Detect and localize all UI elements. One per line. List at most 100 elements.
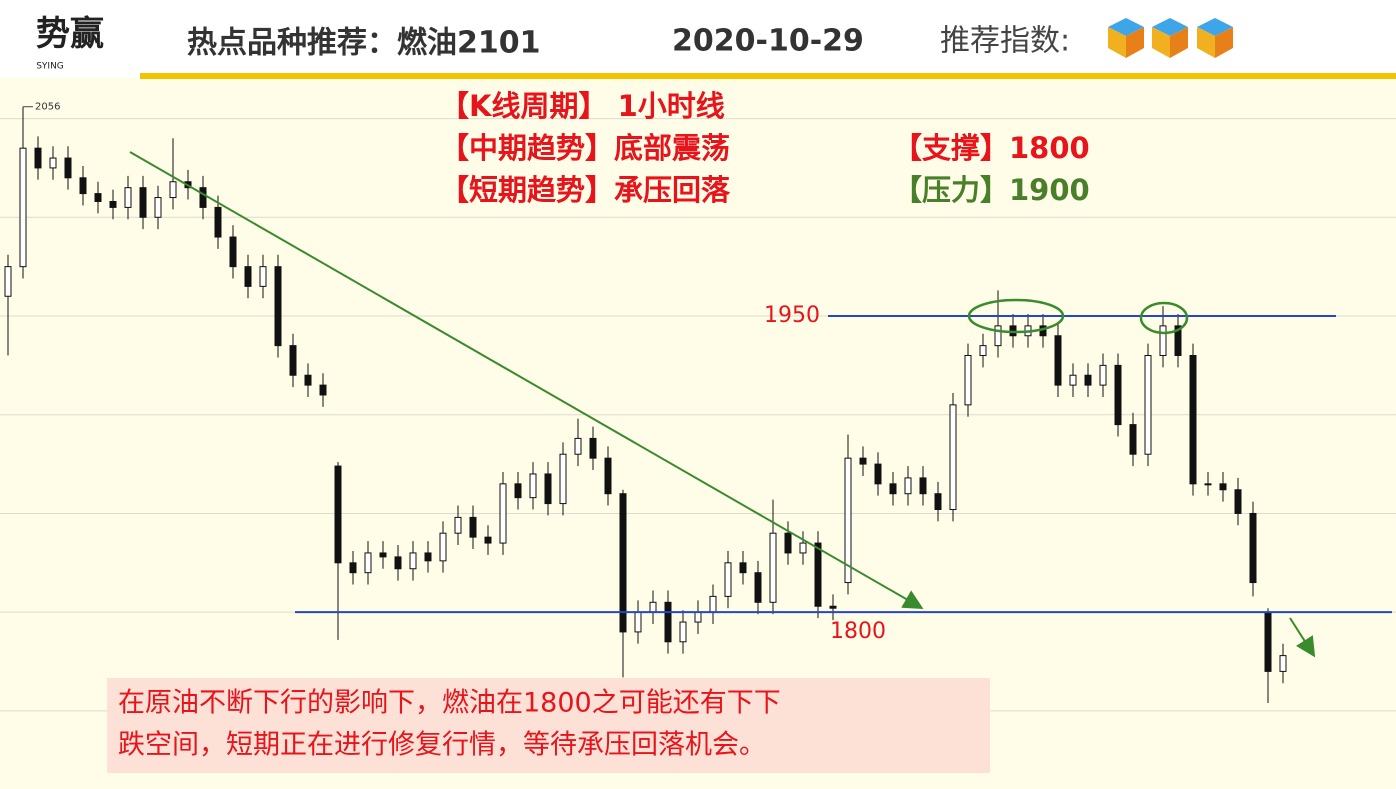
candle-body <box>919 477 927 495</box>
rating-label: 推荐指数: <box>940 24 1070 59</box>
candle-body <box>1279 655 1287 672</box>
candle-body <box>544 473 552 505</box>
candle-body <box>304 374 312 386</box>
candle-body <box>829 605 837 609</box>
candle-body <box>244 266 252 287</box>
candle-body <box>1189 354 1197 485</box>
candle-body <box>424 552 432 562</box>
candle-body <box>319 384 327 396</box>
date: 2020-10-29 <box>672 24 864 59</box>
logo: 势赢 <box>36 14 104 54</box>
candle-body <box>559 453 567 505</box>
candle-body <box>64 157 72 179</box>
candle-body <box>1174 325 1182 356</box>
candle-body <box>1249 512 1257 584</box>
candle-body <box>49 157 57 169</box>
candle-body <box>1069 374 1077 386</box>
candle-body <box>634 611 642 633</box>
candle-body <box>34 147 42 169</box>
candle-body <box>859 457 867 465</box>
candle-body <box>619 493 627 633</box>
candle-body <box>229 236 237 268</box>
candle-body <box>934 493 942 511</box>
candle-body <box>259 266 267 287</box>
candle-body <box>664 601 672 643</box>
candle-body <box>484 536 492 544</box>
candle-body <box>1219 483 1227 491</box>
candle-body <box>709 595 717 613</box>
plot: 2056 1950 1800 <box>0 102 1396 712</box>
note: 【K线周期】 1小时线 <box>440 89 725 123</box>
rating-icons <box>1108 18 1233 58</box>
candle-body <box>394 556 402 570</box>
candle-body <box>739 562 747 574</box>
candle-body <box>109 200 117 208</box>
candle-body <box>754 572 762 603</box>
candle-body <box>364 552 372 574</box>
candle-body <box>1264 611 1272 672</box>
candle-body <box>964 354 972 406</box>
candle-body <box>724 562 732 597</box>
candle-body <box>814 542 822 607</box>
candle-body <box>94 193 102 202</box>
candle-body <box>199 187 207 208</box>
candle-body <box>679 621 687 643</box>
pressure-note: 【压力】1900 <box>893 173 1090 207</box>
candle-body <box>1129 424 1137 455</box>
candle-body <box>469 516 477 538</box>
candle-body <box>1204 483 1212 486</box>
candle-body <box>889 483 897 495</box>
header-rule <box>140 73 1396 79</box>
candle-body <box>529 473 537 499</box>
candle-body <box>79 177 87 195</box>
candle-body <box>289 345 297 376</box>
level-label: 1800 <box>830 619 886 644</box>
candle-body <box>1054 335 1062 386</box>
comment: 在原油不断下行的影响下，燃油在1800之可能还有下下 <box>118 688 781 719</box>
candle-body <box>784 532 792 554</box>
note: 【短期趋势】承压回落 <box>440 173 731 207</box>
candle-body <box>604 457 612 495</box>
candle-body <box>154 197 162 218</box>
candle-body <box>1159 325 1167 356</box>
trend-arrow <box>1289 617 1316 658</box>
top-ellipse <box>1139 301 1189 335</box>
candle-body <box>334 465 342 564</box>
candle-body <box>1234 489 1242 514</box>
comment: 跌空间，短期正在进行修复行情，等待承压回落机会。 <box>118 730 766 761</box>
candle-body <box>769 532 777 603</box>
candle-body <box>379 552 387 558</box>
candle-body <box>514 483 522 499</box>
candle-body <box>799 542 807 554</box>
logo-sub: SYING <box>36 62 64 72</box>
high-marker-label: 2056 <box>35 102 60 113</box>
candle-body <box>979 345 987 356</box>
candle-body <box>904 477 912 495</box>
candle-body <box>649 601 657 613</box>
candle-body <box>1084 374 1092 386</box>
candle-body <box>499 483 507 544</box>
candle-body <box>19 147 27 268</box>
candle-body <box>214 206 222 238</box>
comment-box <box>107 678 990 773</box>
candle-body <box>139 187 147 218</box>
title: 热点品种推荐：燃油2101 <box>187 26 541 61</box>
trend-line <box>129 151 924 609</box>
candle-body <box>439 532 447 562</box>
candle-body <box>694 611 702 623</box>
candle-body <box>454 516 462 534</box>
candle-body <box>1114 364 1122 426</box>
candle-body <box>1099 364 1107 386</box>
candle-body <box>124 187 132 208</box>
candle-body <box>274 266 282 347</box>
candle-body <box>574 437 582 455</box>
candle-body <box>169 181 177 199</box>
candle-body <box>409 552 417 570</box>
candle-body <box>949 404 957 511</box>
candle-body <box>994 325 1002 347</box>
candle-body <box>844 457 852 584</box>
candle-body <box>4 266 12 297</box>
note: 【中期趋势】底部震荡 <box>440 131 730 165</box>
